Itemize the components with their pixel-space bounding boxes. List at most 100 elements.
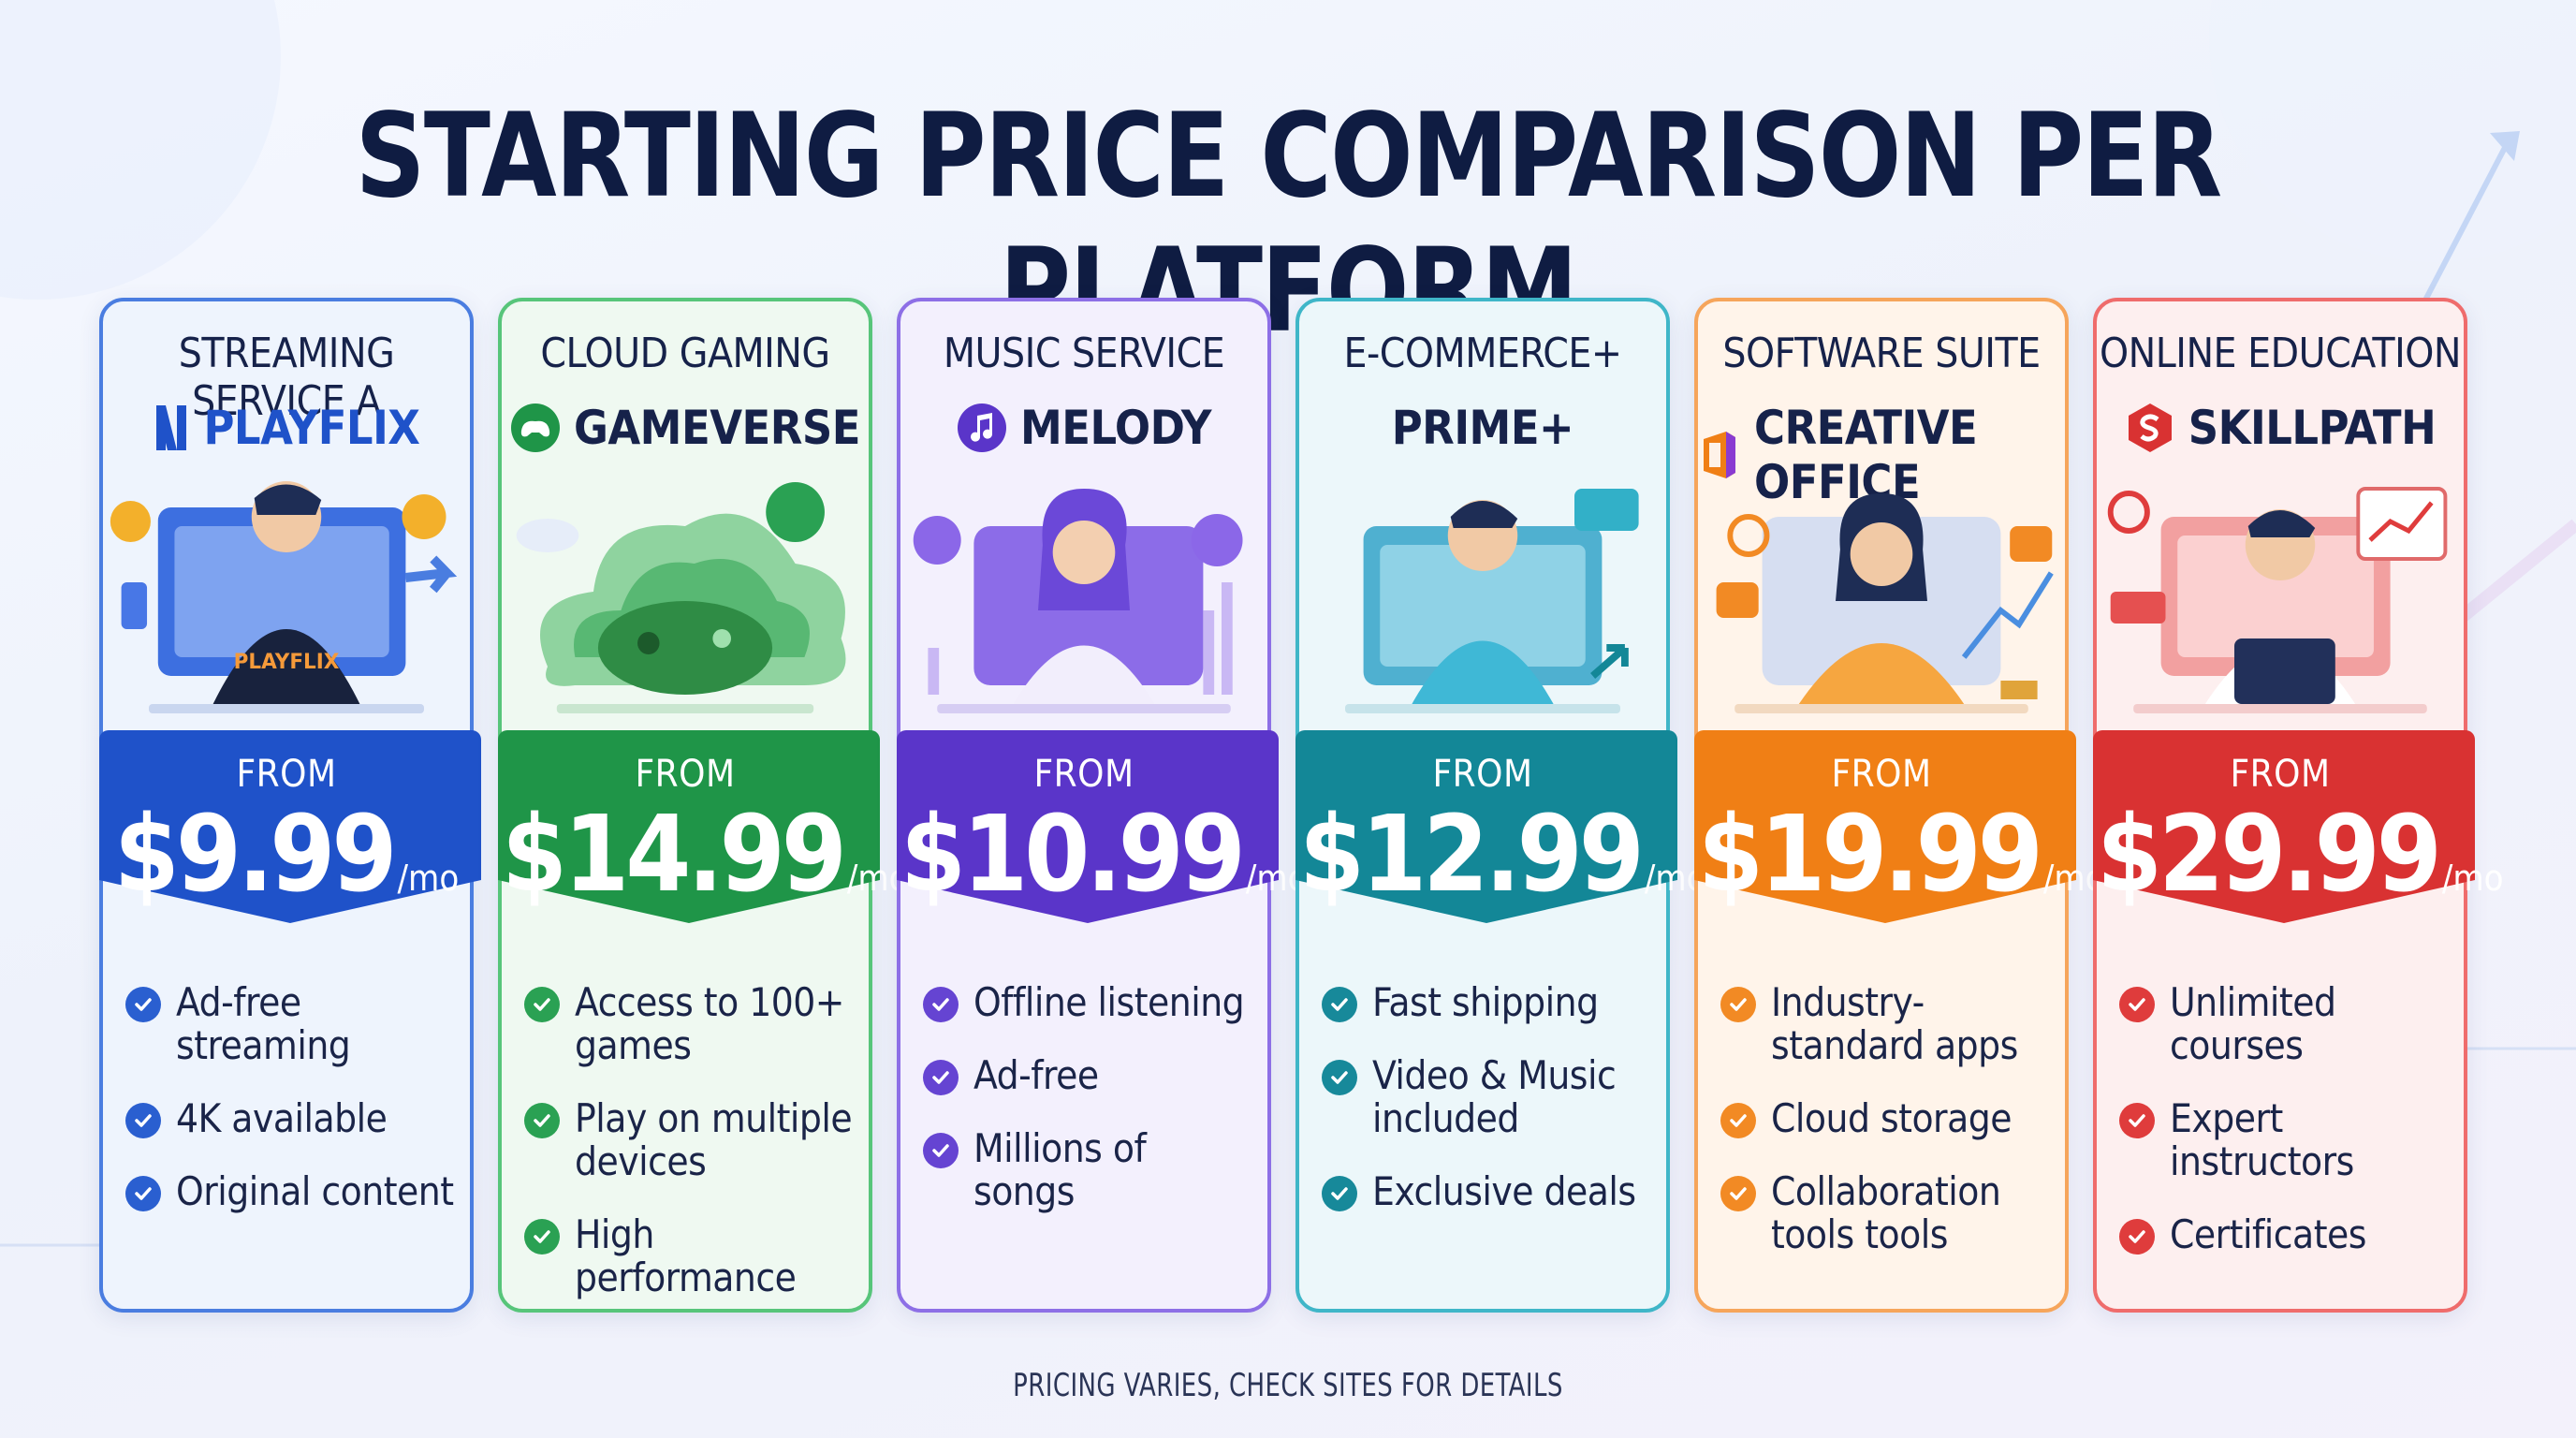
pricing-card-melody[interactable]: MUSIC SERVICE MELODY FROM $10.99/mo Offl…	[897, 298, 1308, 1313]
platform-illustration	[1345, 489, 1639, 713]
brand-row: GAMEVERSE	[502, 401, 869, 455]
check-circle-icon	[2119, 987, 2155, 1022]
check-circle-icon	[923, 1060, 959, 1095]
feature-text: Unlimited courses	[2170, 979, 2336, 1068]
pricing-card-playflix[interactable]: STREAMING SERVICE A PLAYFLIX PLAYFLIX FR…	[99, 298, 481, 1313]
price-ribbon-tip	[1295, 869, 1677, 923]
playflix-logo-icon	[153, 404, 190, 452]
price-amount: $14.99	[502, 794, 847, 916]
pricing-card-prime[interactable]: E-COMMERCE+ PRIME+ FROM $12.99/mo Fast s…	[1295, 298, 1706, 1313]
price-display: $19.99/mo	[1698, 794, 2105, 916]
card-category: MUSIC SERVICE	[943, 330, 1225, 377]
feature-text: Fast shipping	[1372, 979, 1599, 1025]
brand-row: SKILLPATH	[2097, 401, 2464, 455]
check-circle-icon	[125, 987, 161, 1022]
feature-item: Collaboration tools tools	[1720, 1170, 2054, 1256]
platform-illustration	[2107, 487, 2448, 713]
svg-text:PLAYFLIX: PLAYFLIX	[234, 651, 340, 674]
feature-item: Original content	[125, 1170, 459, 1213]
feature-text: 4K available	[176, 1095, 388, 1141]
feature-item: Ad-free	[923, 1054, 1256, 1097]
price-amount: $19.99	[1698, 794, 2043, 916]
price-display: $29.99/mo	[2097, 794, 2504, 916]
brand-row: CREATIVE OFFICE	[1698, 401, 2065, 509]
price-amount: $10.99	[900, 794, 1246, 916]
feature-text: Ad-free	[973, 1052, 1099, 1098]
price-from-label: FROM	[1033, 753, 1134, 796]
check-circle-icon	[125, 1176, 161, 1211]
feature-text: High performance	[575, 1211, 797, 1300]
price-ribbon	[498, 730, 880, 871]
card-category: STREAMING SERVICE A	[178, 330, 395, 425]
feature-text: Offline listening	[973, 979, 1245, 1025]
check-circle-icon	[2119, 1103, 2155, 1138]
price-amount: $12.99	[1299, 794, 1645, 916]
feature-item: Exclusive deals	[1322, 1170, 1655, 1213]
card-category: CLOUD GAMING	[540, 330, 830, 377]
platform-illustration	[913, 489, 1243, 713]
feature-item: Millions of songs	[923, 1127, 1256, 1213]
feature-text: Access to 100+ games	[575, 979, 844, 1068]
feature-item: Cloud storage	[1720, 1097, 2054, 1140]
check-circle-icon	[1322, 1060, 1357, 1095]
price-period: /mo	[2441, 858, 2504, 899]
check-circle-icon	[1720, 987, 1756, 1022]
price-ribbon	[1295, 730, 1677, 871]
feature-text: Ad-free streaming	[176, 979, 351, 1068]
price-from-label: FROM	[2230, 753, 2331, 796]
music-note-icon	[957, 403, 1007, 453]
price-display: $12.99/mo	[1299, 794, 1706, 916]
brand-name: GAMEVERSE	[573, 401, 861, 455]
card-category: SOFTWARE SUITE	[1722, 330, 2041, 377]
feature-list: Unlimited courses Expert instructors Cer…	[2119, 981, 2452, 1286]
price-amount: $9.99	[113, 794, 398, 916]
price-display: $9.99/mo	[103, 794, 470, 916]
price-ribbon-tip	[498, 869, 880, 923]
feature-item: Ad-free streaming	[125, 981, 459, 1067]
price-ribbon-tip	[897, 869, 1279, 923]
skillpath-logo-icon	[2125, 403, 2175, 453]
platform-illustration	[1716, 493, 2054, 713]
check-circle-icon	[125, 1103, 161, 1138]
feature-item: Expert instructors	[2119, 1097, 2452, 1183]
feature-list: Access to 100+ games Play on multiple de…	[524, 981, 857, 1329]
check-circle-icon	[1322, 1176, 1357, 1211]
brand-name: PLAYFLIX	[203, 401, 420, 455]
price-from-label: FROM	[1432, 753, 1533, 796]
feature-text: Original content	[176, 1168, 454, 1214]
feature-text: Collaboration tools tools	[1771, 1168, 2001, 1257]
feature-text: Video & Music included	[1372, 1052, 1617, 1141]
price-ribbon	[897, 730, 1279, 871]
price-ribbon-tip	[1694, 869, 2076, 923]
feature-text: Play on multiple devices	[575, 1095, 853, 1184]
feature-list: Fast shipping Video & Music included Exc…	[1322, 981, 1655, 1243]
check-circle-icon	[923, 987, 959, 1022]
brand-name: SKILLPATH	[2188, 401, 2437, 455]
brand-name: MELODY	[1020, 401, 1211, 455]
feature-item: Fast shipping	[1322, 981, 1655, 1024]
feature-item: Offline listening	[923, 981, 1256, 1024]
price-display: $10.99/mo	[900, 794, 1308, 916]
feature-item: Industry-standard apps	[1720, 981, 2054, 1067]
feature-item: Video & Music included	[1322, 1054, 1655, 1140]
price-from-label: FROM	[236, 753, 337, 796]
check-circle-icon	[1720, 1103, 1756, 1138]
check-circle-icon	[524, 1103, 560, 1138]
pricing-card-gameverse[interactable]: CLOUD GAMING GAMEVERSE FROM $14.99/mo Ac…	[498, 298, 909, 1313]
price-ribbon	[99, 730, 481, 871]
pricing-card-creative-office[interactable]: SOFTWARE SUITE CREATIVE OFFICE FROM $19.…	[1694, 298, 2105, 1313]
pricing-card-skillpath[interactable]: ONLINE EDUCATION SKILLPATH FROM $29.99/m…	[2093, 298, 2504, 1313]
price-from-label: FROM	[1831, 753, 1932, 796]
check-circle-icon	[1322, 987, 1357, 1022]
price-ribbon-tip	[2093, 869, 2475, 923]
price-amount: $29.99	[2097, 794, 2442, 916]
feature-item: Unlimited courses	[2119, 981, 2452, 1067]
price-period: /mo	[397, 858, 460, 899]
feature-item: Play on multiple devices	[524, 1097, 857, 1183]
card-category: E-COMMERCE+	[1343, 330, 1622, 377]
feature-text: Exclusive deals	[1372, 1168, 1636, 1214]
price-ribbon	[1694, 730, 2076, 871]
brand-row: MELODY	[900, 401, 1267, 455]
price-display: $14.99/mo	[502, 794, 909, 916]
price-ribbon	[2093, 730, 2475, 871]
